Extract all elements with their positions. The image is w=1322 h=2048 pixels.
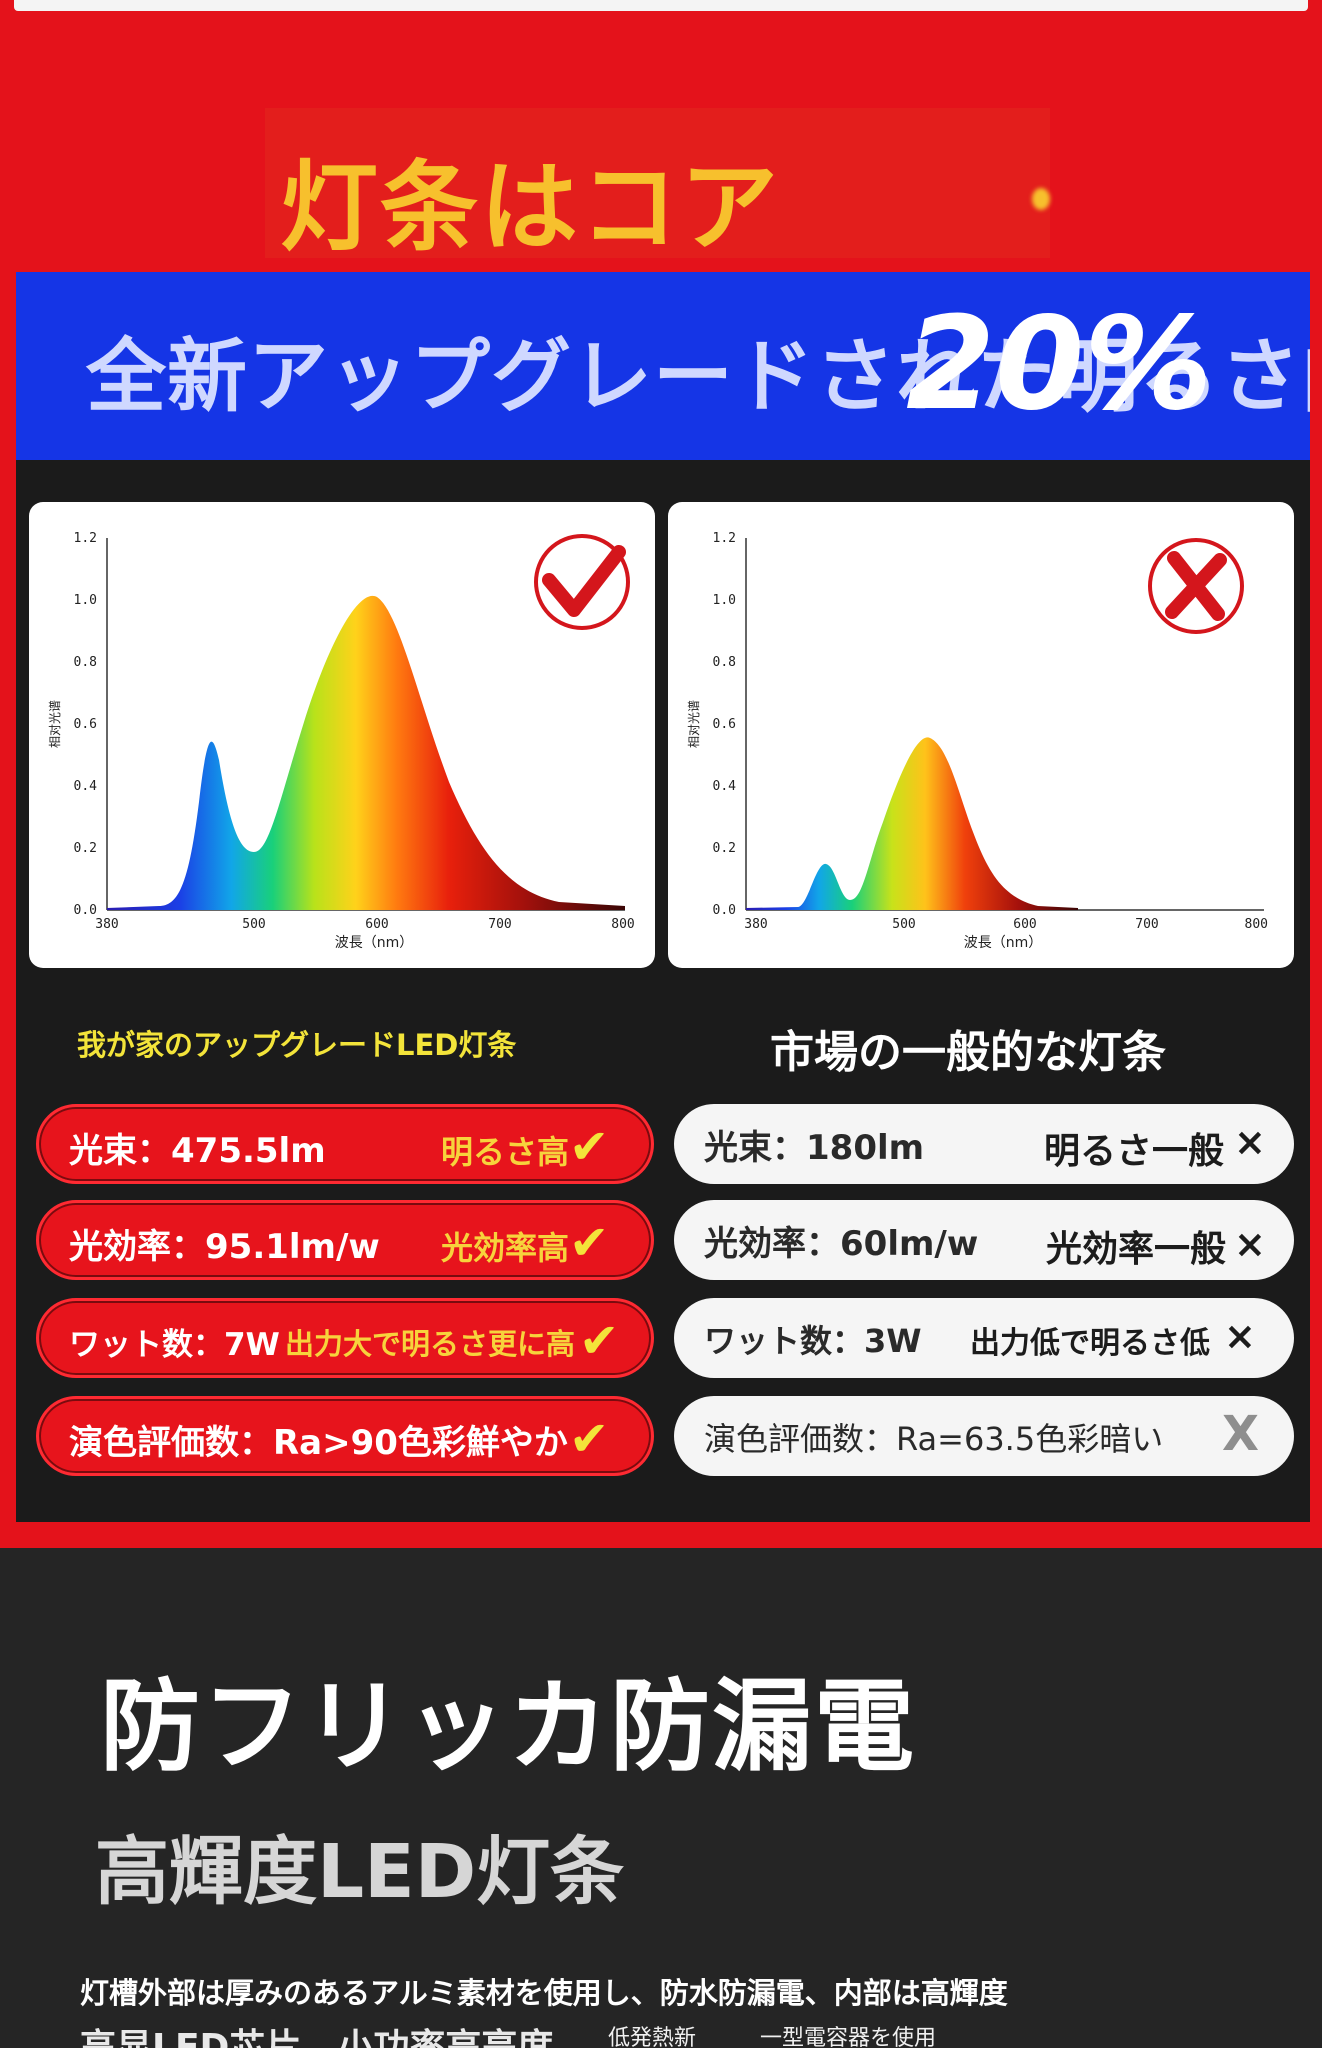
spec-row-ours: 光束：475.5lm 明るさ高 ✔ [36, 1104, 654, 1184]
x-axis-label: 波長（nm） [964, 935, 1043, 951]
check-icon [542, 545, 626, 617]
y-tick-label: 0.8 [713, 655, 736, 670]
top-strip [14, 0, 1308, 11]
x-tick-label: 380 [95, 917, 118, 932]
y-tick-label: 0.4 [74, 779, 98, 794]
check-mark-icon: ✔ [579, 1313, 620, 1369]
spec-label: ワット数：3W [704, 1322, 922, 1360]
feature-description-small1: 低発熱新 [608, 2026, 697, 2048]
check-mark-icon: ✔ [569, 1411, 610, 1467]
spec-label: 演色評価数：Ra>90色彩鮮やか [69, 1423, 568, 1463]
x-tick-label: 700 [1135, 917, 1158, 932]
column-title-market: 市場の一般的な灯条 [770, 1027, 1166, 1078]
y-tick-label: 0.6 [74, 717, 97, 732]
spec-note: 明るさ高 [441, 1133, 570, 1171]
x-ticks: 380 500 600 700 800 [95, 917, 634, 932]
x-tick-label: 700 [488, 917, 511, 932]
feature-description-line2: 高显LED芯片、小功率高亮度、 [80, 2027, 590, 2048]
feature-description-small2: 一型電容器を使用 [760, 2026, 937, 2048]
y-tick-label: 0.0 [713, 903, 736, 918]
banner-percent: 20% [906, 290, 1213, 439]
cross-badge [1148, 538, 1244, 634]
feature-section [0, 1548, 1322, 2048]
spec-label: 演色評価数：Ra=63.5色彩暗い [704, 1420, 1164, 1458]
y-tick-label: 0.2 [713, 841, 736, 856]
y-tick-label: 1.0 [74, 593, 97, 608]
banner-text: 全新アップグレードされた明るさ向上 [86, 330, 1310, 423]
y-tick-label: 0.2 [74, 841, 97, 856]
y-tick-label: 0.0 [74, 903, 97, 918]
spectrum-curve [746, 737, 1078, 910]
x-ticks: 380 500 600 700 800 [744, 917, 1268, 932]
spec-note: 明るさ一般 [1044, 1131, 1225, 1172]
y-tick-label: 0.6 [713, 717, 736, 732]
headline: 灯条はコア [280, 151, 781, 265]
x-tick-label: 800 [1245, 917, 1268, 932]
spec-row-ours: 光効率：95.1lm/w 光効率高 ✔ [36, 1200, 654, 1280]
spectrum-chart-market-svg: 0.0 0.2 0.4 0.6 0.8 1.0 1.2 380 500 600 … [687, 531, 1268, 951]
spec-row-ours: ワット数：7W 出力大で明るさ更に高 ✔ [36, 1298, 654, 1378]
blurred-mark [1032, 188, 1050, 210]
spec-note: 光効率一般 [1046, 1229, 1227, 1270]
spec-label: 光束：475.5lm [69, 1131, 326, 1171]
spectrum-chart-ours-svg: 0.0 0.2 0.4 0.6 0.8 1.0 1.2 380 500 600 … [48, 531, 635, 951]
y-tick-label: 0.8 [74, 655, 97, 670]
x-tick-label: 500 [892, 917, 915, 932]
spec-note: 出力大で明るさ更に高 [285, 1327, 576, 1361]
cross-icon [1165, 551, 1227, 621]
feature-title: 防フリッカ防漏電 [100, 1668, 916, 1785]
spec-note: 出力低で明るさ低 [970, 1326, 1210, 1361]
x-tick-label: 380 [744, 917, 767, 932]
y-tick-label: 1.2 [713, 531, 736, 546]
y-ticks: 0.0 0.2 0.4 0.6 0.8 1.0 1.2 [74, 531, 98, 918]
x-tick-label: 600 [1013, 917, 1036, 932]
spec-note: 光効率高 [441, 1229, 570, 1267]
y-axis-label: 相对光谱 [687, 700, 701, 748]
check-mark-icon: ✔ [569, 1119, 610, 1175]
check-badge [534, 534, 630, 630]
spec-row-market: ワット数：3W 出力低で明るさ低 × [674, 1298, 1294, 1378]
spectrum-curve [107, 595, 625, 910]
spectrum-chart-market: 0.0 0.2 0.4 0.6 0.8 1.0 1.2 380 500 600 … [668, 502, 1294, 968]
x-tick-label: 800 [611, 917, 634, 932]
spec-label: 光効率：95.1lm/w [69, 1227, 380, 1267]
column-title-ours: 我が家のアップグレードLED灯条 [77, 1028, 517, 1062]
spec-row-market: 演色評価数：Ra=63.5色彩暗い X [674, 1396, 1294, 1476]
spec-row-market: 光束：180lm 明るさ一般 × [674, 1104, 1294, 1184]
spec-label: 光効率：60lm/w [704, 1224, 979, 1264]
headline-band [265, 108, 1050, 258]
spec-label: 光束：180lm [704, 1128, 925, 1168]
x-axis-label: 波長（nm） [335, 935, 414, 951]
cross-mark-icon: × [1224, 1314, 1256, 1358]
cross-mark-icon: × [1234, 1120, 1266, 1164]
cross-mark-icon: X [1222, 1406, 1260, 1462]
y-axis-label: 相对光谱 [48, 700, 62, 748]
x-tick-label: 600 [365, 917, 388, 932]
feature-subtitle: 高輝度LED灯条 [95, 1829, 625, 1915]
upgrade-banner: 全新アップグレードされた明るさ向上 20% [16, 272, 1310, 460]
y-ticks: 0.0 0.2 0.4 0.6 0.8 1.0 1.2 [713, 531, 737, 918]
cross-mark-icon: × [1234, 1222, 1266, 1266]
spec-row-market: 光効率：60lm/w 光効率一般 × [674, 1200, 1294, 1280]
feature-description-line1: 灯槽外部は厚みのあるアルミ素材を使用し、防水防漏電、内部は高輝度 [80, 1976, 1008, 2010]
spec-row-ours: 演色評価数：Ra>90色彩鮮やか ✔ [36, 1396, 654, 1476]
x-tick-label: 500 [242, 917, 265, 932]
spectrum-chart-ours: 0.0 0.2 0.4 0.6 0.8 1.0 1.2 380 500 600 … [29, 502, 655, 968]
y-tick-label: 1.2 [74, 531, 97, 546]
check-mark-icon: ✔ [569, 1215, 610, 1271]
spec-label: ワット数：7W [69, 1327, 280, 1363]
y-tick-label: 1.0 [713, 593, 736, 608]
y-tick-label: 0.4 [713, 779, 737, 794]
